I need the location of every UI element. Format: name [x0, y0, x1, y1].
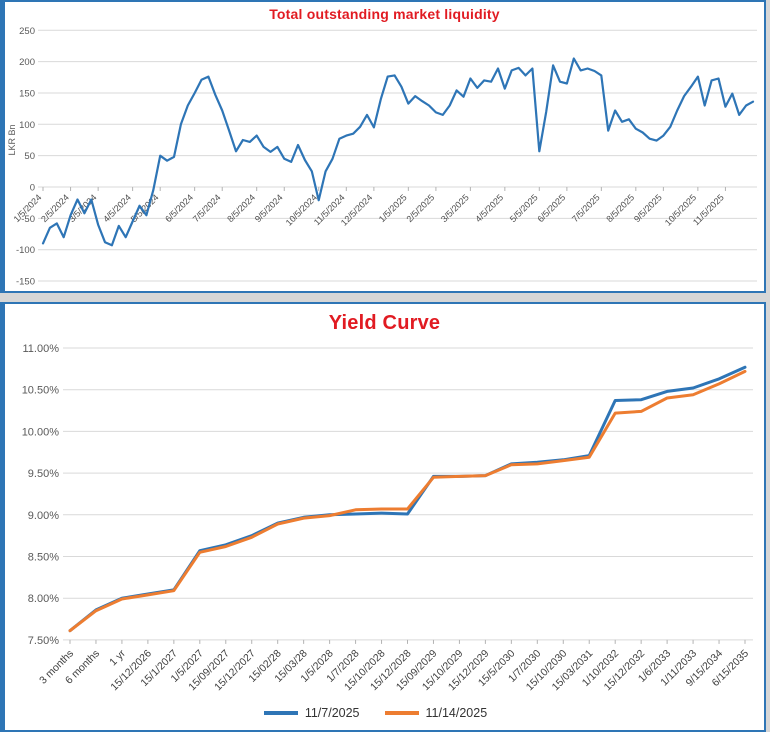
liquidity-y-axis-title: LKR Bn: [7, 124, 17, 155]
svg-text:10.00%: 10.00%: [22, 426, 60, 438]
svg-text:10.50%: 10.50%: [22, 385, 60, 397]
yield-chart-legend: 11/7/2025 11/14/2025: [5, 702, 764, 724]
legend-label-series-1: 11/7/2025: [304, 706, 360, 720]
svg-text:-150: -150: [16, 277, 35, 288]
yield-series-line-2: [68, 369, 747, 633]
svg-text:3/5/2025: 3/5/2025: [439, 192, 471, 224]
svg-text:2/5/2024: 2/5/2024: [39, 192, 71, 224]
svg-text:8/5/2025: 8/5/2025: [604, 192, 636, 224]
svg-text:9.50%: 9.50%: [28, 468, 59, 480]
svg-text:2/5/2025: 2/5/2025: [404, 192, 436, 224]
svg-text:100: 100: [19, 120, 35, 131]
liquidity-series-line: [41, 57, 755, 247]
liquidity-gridlines: [38, 29, 757, 282]
svg-text:5/5/2025: 5/5/2025: [508, 192, 540, 224]
svg-text:8/5/2024: 8/5/2024: [225, 192, 257, 224]
svg-text:4/5/2025: 4/5/2025: [473, 192, 505, 224]
svg-text:-50: -50: [21, 214, 35, 225]
yield-chart-panel: Yield Curve 11.00% 10.50% 10.00% 9.50% 9.00%…: [0, 302, 766, 732]
svg-text:250: 250: [19, 26, 35, 37]
svg-text:8.50%: 8.50%: [28, 552, 59, 564]
svg-text:4/5/2024: 4/5/2024: [101, 192, 133, 224]
yield-gridlines: [63, 347, 753, 641]
svg-text:9.00%: 9.00%: [28, 510, 59, 522]
svg-text:50: 50: [24, 151, 35, 162]
svg-text:7.50%: 7.50%: [28, 635, 59, 647]
svg-text:-100: -100: [16, 245, 35, 256]
liquidity-chart-plot: 250 200 150 100 50 0 -50 -100 -150 LKR Bn 1/5/2024…: [7, 26, 757, 288]
svg-text:8.00%: 8.00%: [28, 593, 59, 605]
legend-swatch-series-2: [384, 711, 419, 715]
svg-text:150: 150: [19, 88, 35, 99]
svg-text:1/5/2025: 1/5/2025: [377, 192, 409, 224]
yield-y-axis-labels: 11.00% 10.50% 10.00% 9.50% 9.00% 8.50% 8.00% 7.…: [22, 343, 60, 647]
liquidity-chart-panel: Total outstanding market liquidity 250 20…: [0, 0, 766, 293]
svg-text:7/5/2025: 7/5/2025: [570, 192, 602, 224]
svg-text:6/5/2024: 6/5/2024: [163, 192, 195, 224]
svg-text:0: 0: [30, 183, 35, 194]
yield-chart-plot: 11.00% 10.50% 10.00% 9.50% 9.00% 8.50% 8.00% 7.…: [22, 343, 753, 693]
legend-label-series-2: 11/14/2025: [425, 706, 488, 720]
liquidity-y-axis-labels: 250 200 150 100 50 0 -50 -100 -150: [16, 26, 35, 288]
svg-text:200: 200: [19, 57, 35, 68]
svg-text:11.00%: 11.00%: [23, 343, 60, 355]
svg-text:1 yr: 1 yr: [107, 647, 128, 668]
svg-text:6/5/2025: 6/5/2025: [535, 192, 567, 224]
svg-text:9/5/2024: 9/5/2024: [253, 192, 285, 224]
svg-text:7/5/2024: 7/5/2024: [191, 192, 223, 224]
svg-text:9/5/2025: 9/5/2025: [632, 192, 664, 224]
legend-swatch-series-1: [263, 711, 298, 715]
